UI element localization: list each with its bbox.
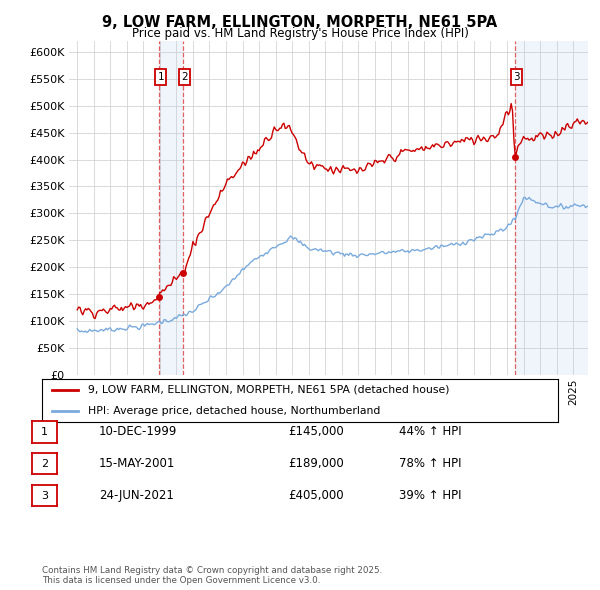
Text: 9, LOW FARM, ELLINGTON, MORPETH, NE61 5PA: 9, LOW FARM, ELLINGTON, MORPETH, NE61 5P… (103, 15, 497, 30)
Text: £405,000: £405,000 (288, 489, 344, 502)
Bar (515, 41, 588, 375)
Text: 9, LOW FARM, ELLINGTON, MORPETH, NE61 5PA (detached house): 9, LOW FARM, ELLINGTON, MORPETH, NE61 5P… (88, 385, 450, 395)
Bar (179, 69, 190, 86)
Text: 3: 3 (41, 491, 48, 500)
Text: Price paid vs. HM Land Registry's House Price Index (HPI): Price paid vs. HM Land Registry's House … (131, 27, 469, 40)
Text: HPI: Average price, detached house, Northumberland: HPI: Average price, detached house, Nort… (88, 407, 381, 416)
Text: 3: 3 (513, 73, 520, 83)
Bar (159, 41, 182, 375)
Text: 10-DEC-1999: 10-DEC-1999 (99, 425, 178, 438)
Text: Contains HM Land Registry data © Crown copyright and database right 2025.
This d: Contains HM Land Registry data © Crown c… (42, 566, 382, 585)
Text: 44% ↑ HPI: 44% ↑ HPI (399, 425, 461, 438)
Bar (511, 69, 522, 86)
Text: 24-JUN-2021: 24-JUN-2021 (99, 489, 174, 502)
Text: 2: 2 (41, 459, 48, 468)
Text: 15-MAY-2001: 15-MAY-2001 (99, 457, 175, 470)
Text: 39% ↑ HPI: 39% ↑ HPI (399, 489, 461, 502)
Text: 78% ↑ HPI: 78% ↑ HPI (399, 457, 461, 470)
Text: £145,000: £145,000 (288, 425, 344, 438)
Text: 1: 1 (41, 427, 48, 437)
Bar (155, 69, 166, 86)
Text: £189,000: £189,000 (288, 457, 344, 470)
Text: 2: 2 (181, 73, 187, 83)
Text: 1: 1 (157, 73, 164, 83)
